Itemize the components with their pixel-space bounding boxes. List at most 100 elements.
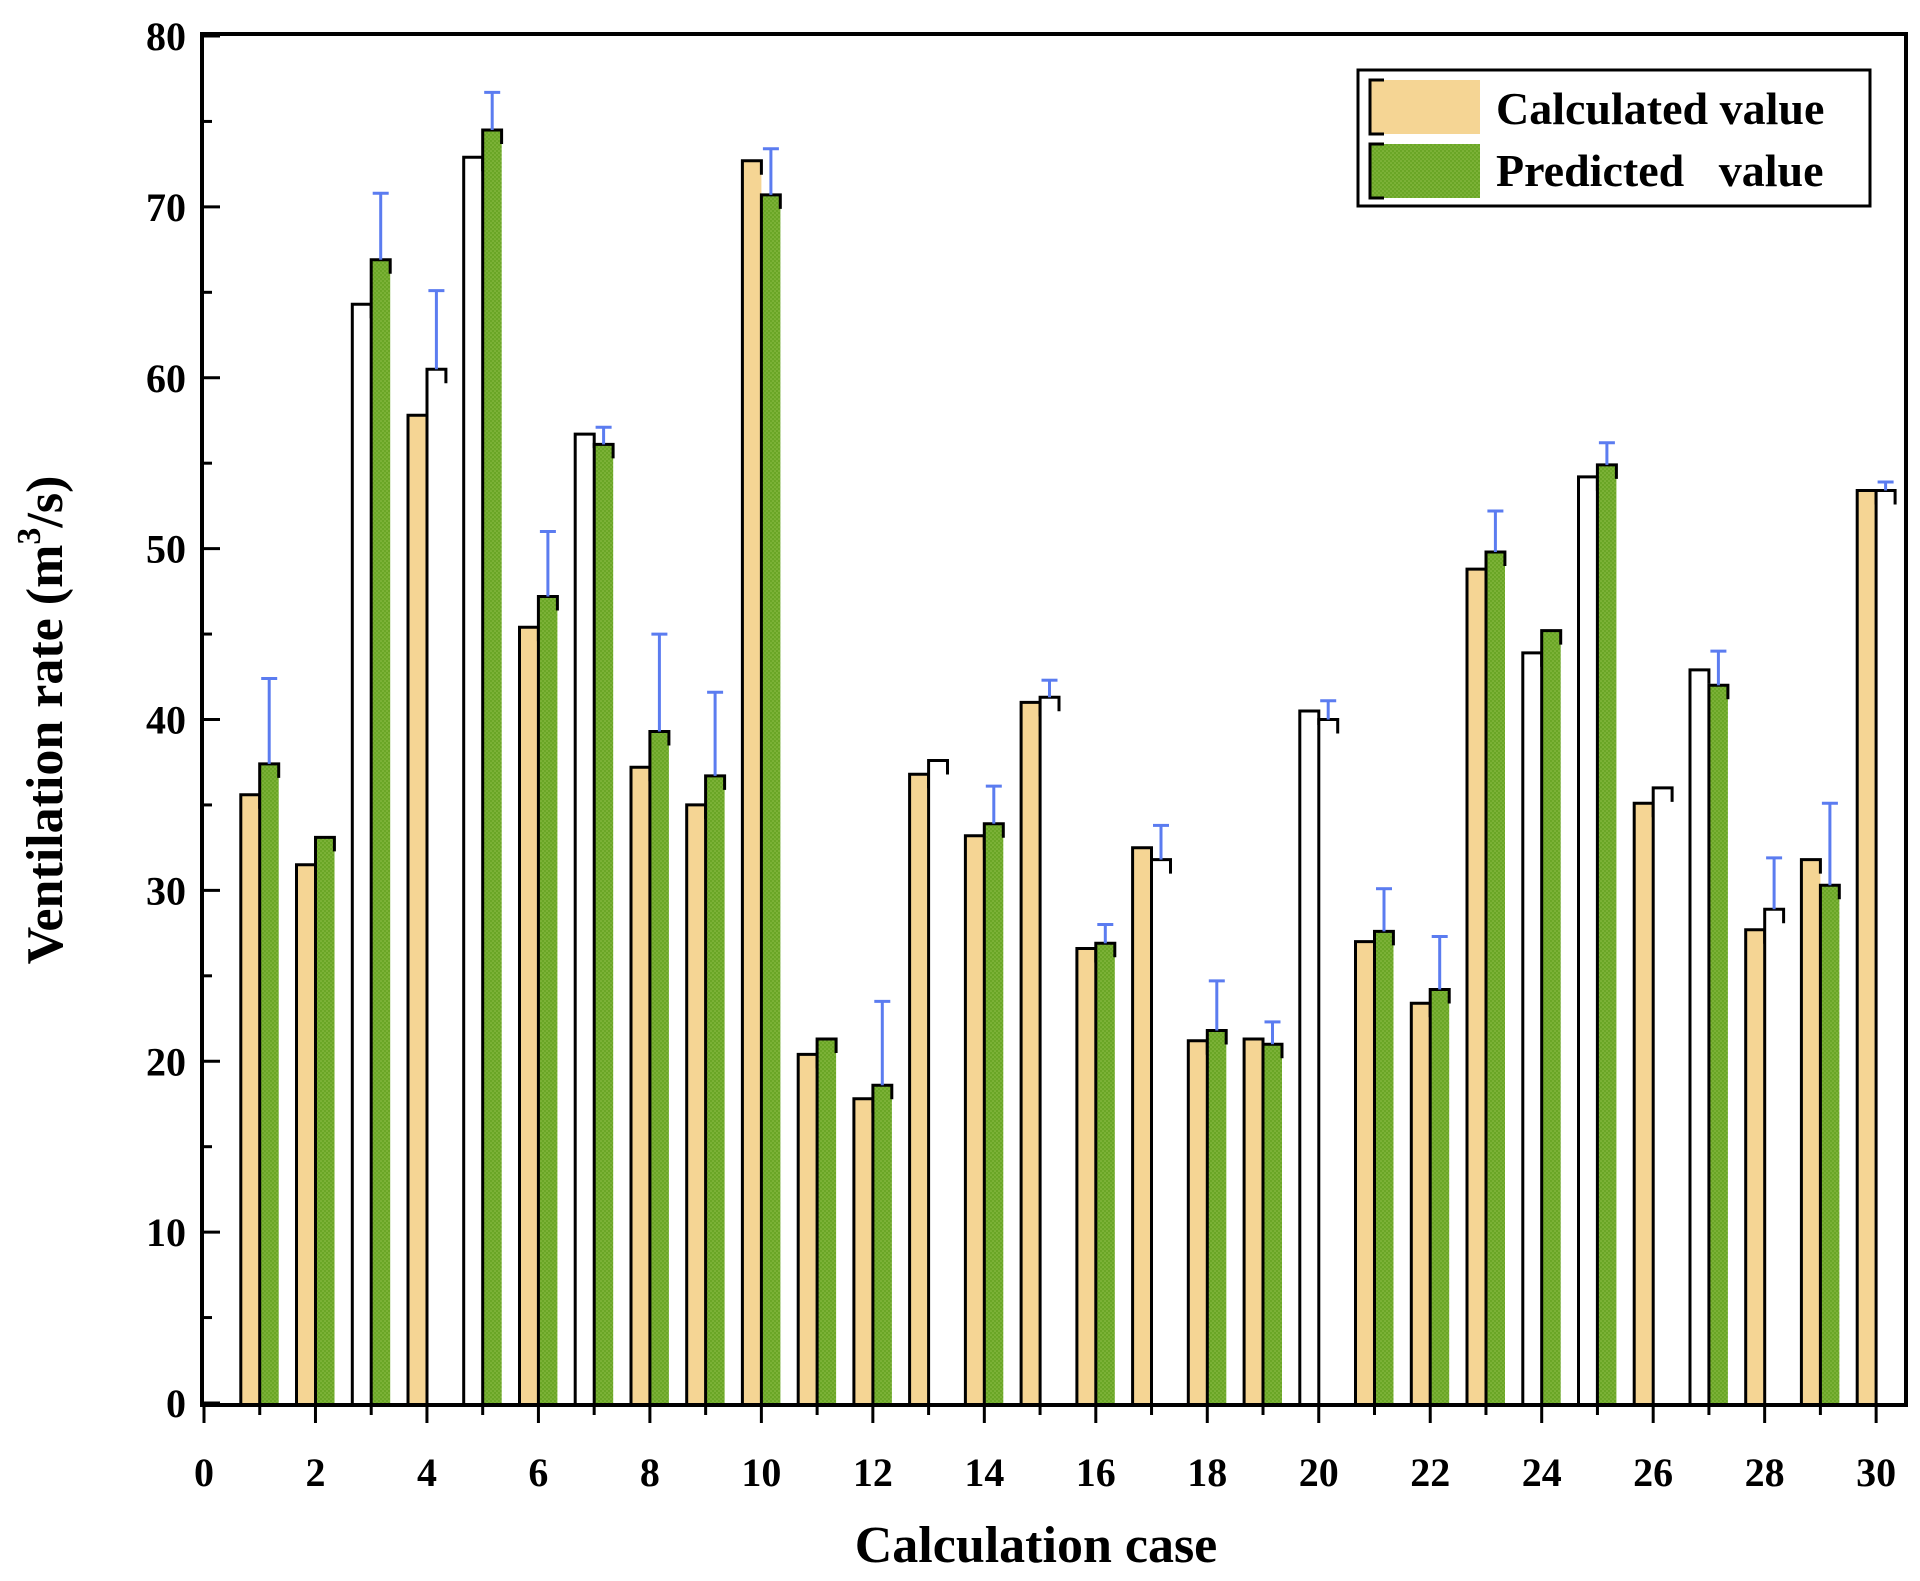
- bar-predicted-24: [1541, 630, 1561, 1403]
- y-tick-label: 80: [146, 14, 186, 59]
- bar-calculated-26: [1634, 803, 1654, 1403]
- bar-predicted-3: [371, 259, 391, 1403]
- y-tick-label: 20: [146, 1039, 186, 1084]
- bar-calculated-4: [408, 415, 427, 1403]
- bar-predicted-10: [761, 194, 781, 1403]
- bar-predicted-8: [649, 731, 669, 1403]
- bar-predicted-5: [482, 130, 502, 1403]
- bar-predicted-14: [984, 823, 1004, 1403]
- bar-predicted-outline-13: [927, 759, 949, 1403]
- x-tick-label: 8: [640, 1450, 660, 1495]
- x-tick-label: 6: [528, 1450, 548, 1495]
- bar-predicted-1: [259, 763, 279, 1403]
- x-tick-label: 20: [1299, 1450, 1339, 1495]
- bar-predicted-23: [1486, 552, 1505, 1403]
- bar-predicted-2: [315, 837, 335, 1403]
- bar-calculated-7: [575, 434, 595, 1404]
- bar-predicted-22: [1430, 989, 1450, 1403]
- x-tick-label: 18: [1187, 1450, 1227, 1495]
- bar-predicted-29: [1820, 885, 1840, 1403]
- y-tick-label: 30: [146, 868, 186, 913]
- bar-predicted-20: [1318, 719, 1338, 1403]
- bar-predicted-17: [1151, 859, 1171, 1403]
- x-tick-label: 4: [417, 1450, 437, 1495]
- bar-calculated-24: [1522, 652, 1542, 1403]
- x-tick-label: 14: [964, 1450, 1004, 1495]
- y-tick-label: 40: [146, 698, 186, 743]
- x-tick-label: 16: [1076, 1450, 1116, 1495]
- bar-calculated-outline-17: [1131, 846, 1153, 1403]
- bar-predicted-9: [705, 775, 725, 1403]
- bar-predicted-7: [594, 444, 614, 1403]
- bar-calculated-12: [853, 1098, 873, 1403]
- legend-swatch-calculated-frame: [1368, 78, 1384, 136]
- bar-calculated-27: [1690, 669, 1709, 1403]
- bar-calculated-11: [798, 1054, 818, 1403]
- legend-swatch-predicted: [1370, 144, 1480, 198]
- bar-predicted-outline-11: [815, 1037, 838, 1403]
- bar-calculated-21: [1355, 941, 1375, 1403]
- x-tick-label: 30: [1856, 1450, 1896, 1495]
- bar-calculated-23: [1467, 569, 1486, 1403]
- bar-calculated-outline-7: [573, 432, 596, 1403]
- bar-calculated-14: [965, 835, 985, 1403]
- legend-swatch-predicted-frame: [1368, 142, 1384, 200]
- bar-predicted-15: [1040, 697, 1060, 1403]
- bar-predicted-25: [1597, 464, 1617, 1403]
- bar-calculated-6: [519, 627, 539, 1403]
- y-tick-label: 0: [166, 1381, 186, 1426]
- bar-calculated-9: [686, 804, 706, 1403]
- bar-predicted-outline-24: [1540, 629, 1563, 1403]
- bar-predicted-28: [1764, 909, 1784, 1403]
- bar-predicted-18: [1207, 1030, 1227, 1403]
- x-tick-label: 12: [853, 1450, 893, 1495]
- bar-predicted-21: [1374, 931, 1394, 1403]
- legend: Calculated value Predicted value: [1356, 68, 1872, 208]
- y-tick-label: 10: [146, 1210, 186, 1255]
- bar-predicted-outline-26: [1651, 786, 1674, 1403]
- bar-calculated-13: [909, 774, 929, 1403]
- bar-calculated-30: [1857, 490, 1877, 1403]
- bar-calculated-19: [1244, 1039, 1264, 1403]
- bar-calculated-17: [1132, 847, 1152, 1403]
- bar-calculated-10: [742, 160, 762, 1404]
- legend-swatch-calculated: [1370, 80, 1480, 134]
- x-tick-label: 10: [741, 1450, 781, 1495]
- bar-calculated-28: [1745, 929, 1765, 1403]
- bar-calculated-25: [1578, 476, 1598, 1403]
- bar-predicted-16: [1095, 943, 1115, 1403]
- bar-calculated-29: [1801, 859, 1821, 1403]
- bar-predicted-12: [872, 1085, 892, 1403]
- bar-calculated-18: [1188, 1040, 1208, 1403]
- bar-predicted-26: [1653, 787, 1673, 1403]
- bar-calculated-1: [240, 794, 260, 1403]
- bar-calculated-16: [1076, 948, 1096, 1403]
- bar-predicted-30: [1876, 490, 1896, 1403]
- bar-predicted-13: [928, 760, 948, 1403]
- bar-calculated-outline-10: [740, 159, 763, 1403]
- bar-calculated-3: [352, 304, 372, 1403]
- y-tick-label: 60: [146, 356, 186, 401]
- x-tick-label: 24: [1522, 1450, 1562, 1495]
- x-axis-label: Calculation case: [855, 1517, 1218, 1574]
- x-tick-label: 22: [1410, 1450, 1450, 1495]
- bar-predicted-27: [1708, 685, 1728, 1403]
- y-axis-label: Ventilation rate (m3/s): [11, 476, 74, 965]
- bar-calculated-22: [1411, 1003, 1431, 1403]
- bar-calculated-outline-29: [1799, 858, 1822, 1403]
- bar-calculated-outline-27: [1688, 668, 1711, 1403]
- x-tick-label: 28: [1745, 1450, 1785, 1495]
- bar-predicted-6: [538, 596, 558, 1403]
- bar-calculated-8: [631, 767, 650, 1403]
- x-tick-label: 0: [194, 1450, 214, 1495]
- bar-calculated-15: [1021, 702, 1041, 1403]
- bar-predicted-19: [1263, 1044, 1282, 1403]
- bar-calculated-20: [1299, 711, 1319, 1403]
- legend-label-calculated: Calculated value: [1496, 83, 1824, 134]
- x-tick-label: 2: [305, 1450, 325, 1495]
- bar-predicted-4: [427, 369, 446, 1404]
- y-tick-label: 70: [146, 185, 186, 230]
- x-tick-label: 26: [1633, 1450, 1673, 1495]
- y-tick-label: 50: [146, 527, 186, 572]
